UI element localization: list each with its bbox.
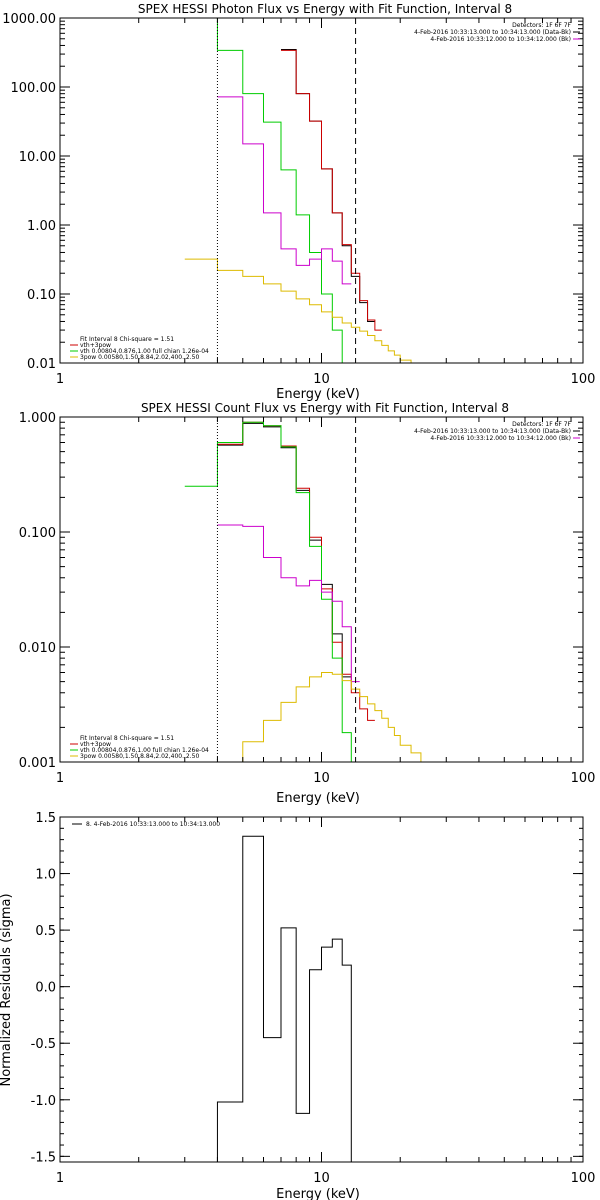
x-tick-label: 10 bbox=[313, 372, 330, 387]
y-tick-label: 1.5 bbox=[35, 811, 56, 826]
legend-entry: vth+3pow bbox=[80, 741, 111, 748]
series-group bbox=[216, 835, 352, 1162]
y-tick-label: 1000.00 bbox=[2, 12, 56, 27]
legend-entry: 4-Feb-2016 10:33:13.000 to 10:34:13.000 … bbox=[414, 428, 571, 435]
legend-entry: Detectors: 1F 6F 7F bbox=[512, 421, 571, 428]
legend-entry: 4-Feb-2016 10:33:12.000 to 10:34:12.000 … bbox=[430, 435, 571, 442]
legend-entry: Fit Interval 8 Chi-square = 1.51 bbox=[80, 735, 174, 742]
x-tick-label: 100 bbox=[571, 372, 596, 387]
residuals-panel: Energy (keV) Normalized Residuals (sigma… bbox=[0, 811, 595, 1200]
legend-entry: 4-Feb-2016 10:33:12.000 to 10:34:12.000 … bbox=[430, 36, 571, 43]
y-tick-label: 1.000 bbox=[19, 411, 56, 426]
legend-entry: vth+3pow bbox=[80, 342, 111, 349]
y-tick-label: -1.5 bbox=[31, 1150, 56, 1165]
series-line-2 bbox=[184, 421, 360, 762]
y-tick-label: 0.100 bbox=[19, 526, 56, 541]
y-axis-label: Normalized Residuals (sigma) bbox=[0, 893, 14, 1086]
x-axis-label: Energy (keV) bbox=[276, 1187, 360, 1200]
series-group bbox=[184, 421, 431, 762]
y-tick-label: 0.001 bbox=[19, 756, 56, 771]
legend-entry: 8. 4-Feb-2016 10:33:13.000 to 10:34:13.0… bbox=[86, 821, 220, 828]
y-tick-label: 0.010 bbox=[19, 641, 56, 656]
series-line-3 bbox=[217, 524, 360, 683]
panel-title: SPEX HESSI Photon Flux vs Energy with Fi… bbox=[138, 2, 512, 16]
y-tick-label: 0.5 bbox=[35, 924, 56, 939]
x-tick-label: 10 bbox=[313, 1171, 330, 1186]
count-flux-panel: SPEX HESSI Count Flux vs Energy with Fit… bbox=[19, 401, 596, 806]
legend-entry: vth 0.00804,0.876,1.00 full chian 1.26e-… bbox=[80, 348, 209, 355]
y-tick-label: 0.0 bbox=[35, 981, 56, 996]
series-line-0 bbox=[216, 835, 352, 1162]
panel-title: SPEX HESSI Count Flux vs Energy with Fit… bbox=[141, 401, 509, 415]
series-line-1 bbox=[280, 49, 382, 331]
y-tick-label: 0.10 bbox=[27, 288, 56, 303]
series-line-3 bbox=[217, 96, 352, 285]
legend-entry: Detectors: 1F 6F 7F bbox=[512, 22, 571, 29]
y-tick-label: -1.0 bbox=[31, 1094, 56, 1109]
x-axis-label: Energy (keV) bbox=[276, 791, 360, 806]
y-tick-label: 1.00 bbox=[27, 219, 56, 234]
legend-entry: 3pow 0.00580,1.50,8.84,2.02,400.,2.50 bbox=[80, 354, 199, 361]
x-tick-label: 1 bbox=[56, 372, 64, 387]
plot-frame bbox=[59, 816, 584, 1163]
legend-entry: Fit Interval 8 Chi-square = 1.51 bbox=[80, 336, 174, 343]
x-axis-label: Energy (keV) bbox=[276, 387, 360, 402]
series-line-2 bbox=[216, 18, 343, 363]
series-line-0 bbox=[280, 48, 375, 322]
series-line-4 bbox=[184, 258, 412, 363]
series-line-4 bbox=[217, 672, 431, 762]
y-tick-label: 0.01 bbox=[27, 357, 56, 372]
x-tick-label: 10 bbox=[313, 771, 330, 786]
y-tick-label: -0.5 bbox=[31, 1037, 56, 1052]
series-group bbox=[184, 18, 412, 363]
series-line-0 bbox=[217, 422, 352, 678]
x-tick-label: 1 bbox=[56, 1171, 64, 1186]
photon-flux-panel: SPEX HESSI Photon Flux vs Energy with Fi… bbox=[2, 2, 596, 402]
y-tick-label: 100.00 bbox=[11, 81, 57, 96]
y-tick-label: 10.00 bbox=[19, 150, 56, 165]
legend-entry: vth 0.00804,0.876,1.00 full chian 1.26e-… bbox=[80, 747, 209, 754]
x-tick-label: 1 bbox=[56, 771, 64, 786]
legend-entry: 4-Feb-2016 10:33:13.000 to 10:34:13.000 … bbox=[414, 29, 571, 36]
legend-entry: 3pow 0.00580,1.50,8.84,2.02,400.,2.50 bbox=[80, 753, 199, 760]
y-tick-label: 1.0 bbox=[35, 868, 56, 883]
x-tick-label: 100 bbox=[571, 771, 596, 786]
x-tick-label: 100 bbox=[571, 1171, 596, 1186]
